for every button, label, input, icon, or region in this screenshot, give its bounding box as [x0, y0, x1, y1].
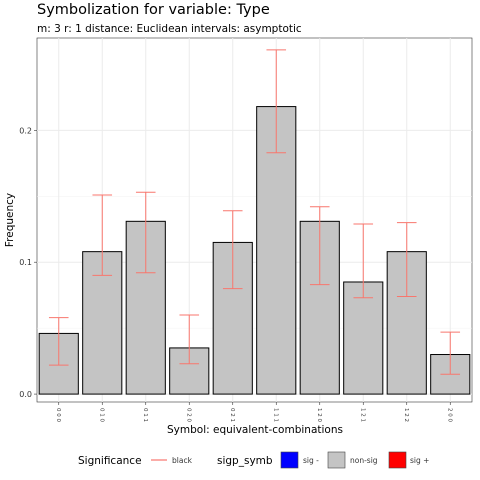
- x-axis-ticks: 0 0 0 0 1 0 0 1 1 0 2 0 0 2 1 1 1 1 1 2 0 1 2 1…: [55, 402, 452, 422]
- legend-sig-minus-swatch: [280, 451, 299, 469]
- x-tick-label: 0 0 0: [55, 408, 61, 422]
- legend-significance-label: black: [172, 456, 193, 465]
- y-tick-label: 0.2: [19, 126, 32, 135]
- x-axis-label: Symbol: equivalent-combinations: [167, 424, 343, 436]
- chart-subtitle: m: 3 r: 1 distance: Euclidean intervals:…: [37, 23, 302, 35]
- legend-sig-minus-label: sig -: [303, 456, 319, 465]
- legend-sig-plus-swatch: [388, 451, 407, 469]
- y-tick-label: 0.1: [19, 258, 32, 267]
- x-tick-label: 0 1 0: [98, 408, 104, 422]
- x-tick-label: 0 1 1: [142, 408, 148, 422]
- error-bars: [48, 49, 461, 375]
- legend-sig-plus-label: sig +: [410, 456, 429, 465]
- x-tick-label: 0 2 1: [229, 408, 235, 422]
- legend-non-sig-label: non-sig: [350, 456, 378, 465]
- y-tick-label: 0.0: [19, 390, 32, 399]
- legend-significance-title: Significance: [78, 455, 142, 467]
- y-axis-ticks: 0.0 0.1 0.2: [19, 126, 37, 399]
- chart-title: Symbolization for variable: Type: [37, 2, 270, 18]
- legend-sigp-title: sigp_symb: [217, 455, 273, 467]
- legend-non-sig-swatch: [327, 451, 346, 469]
- x-tick-label: 2 0 0: [446, 408, 452, 422]
- y-axis-label: Frequency: [4, 193, 16, 247]
- x-tick-label: 1 1 1: [272, 408, 278, 422]
- x-tick-label: 1 2 1: [359, 408, 365, 422]
- bar: [343, 281, 384, 395]
- legend: Significance black sigp_symb sig - non-s…: [78, 451, 429, 469]
- x-tick-label: 0 2 0: [185, 408, 191, 422]
- x-tick-label: 1 2 2: [403, 408, 409, 422]
- x-tick-label: 1 2 0: [316, 408, 322, 422]
